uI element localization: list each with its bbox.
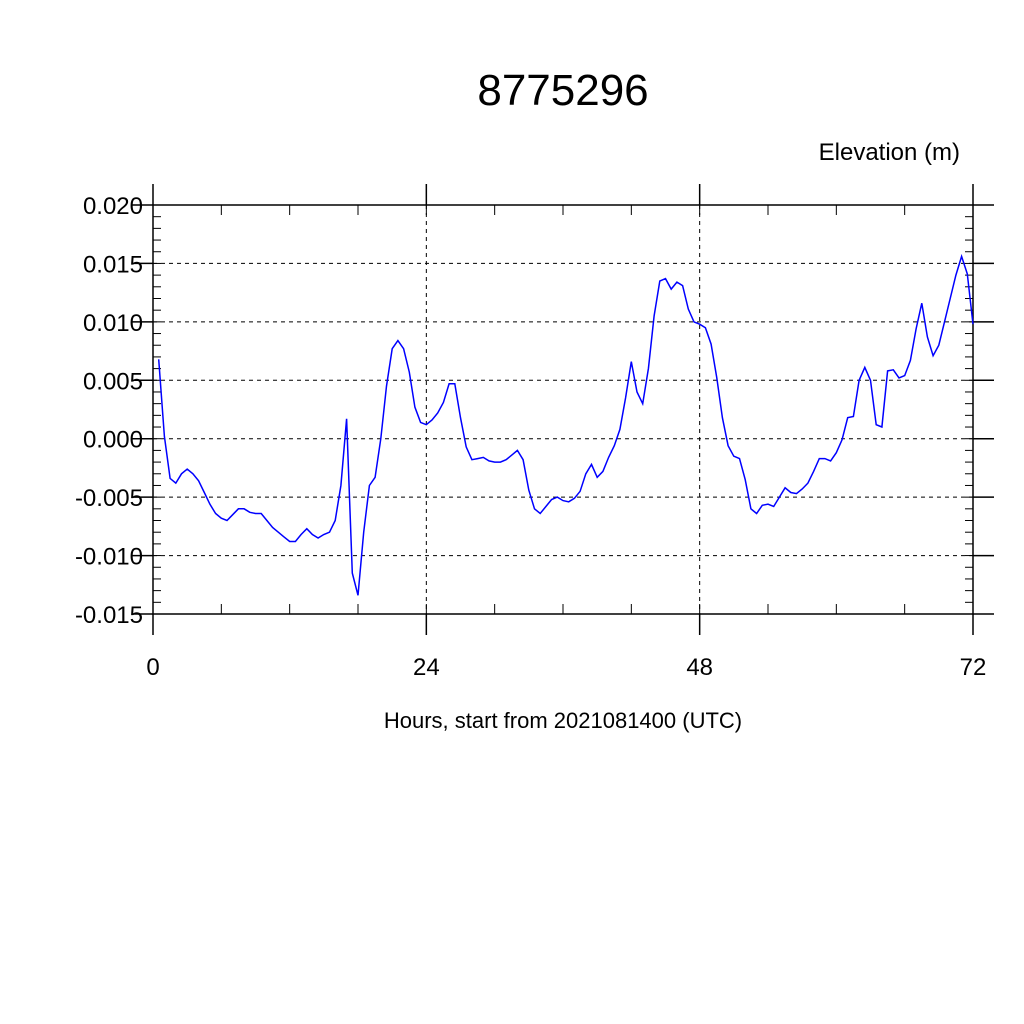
series-line: [157, 253, 974, 596]
y-tick-label: 0.015: [83, 251, 143, 278]
y-tick-label: 0.010: [83, 310, 143, 337]
x-tick-label: 24: [413, 654, 440, 681]
x-tick-label: 0: [146, 654, 159, 681]
y-tick-label: 0.000: [83, 427, 143, 454]
x-tick-label: 48: [686, 654, 713, 681]
y-tick-label: 0.005: [83, 368, 143, 395]
plot-frame: [152, 204, 974, 615]
x-axis-label: Hours, start from 2021081400 (UTC): [383, 708, 743, 733]
x-tick-label: 72: [960, 654, 987, 681]
y-tick-label: -0.015: [75, 602, 143, 629]
chart-title: 8775296: [477, 66, 649, 115]
y-tick-label: -0.005: [75, 485, 143, 512]
y-tick-label: 0.020: [83, 193, 143, 220]
y-axis-label: Elevation (m): [818, 139, 960, 166]
y-tick-label: -0.010: [75, 544, 143, 571]
